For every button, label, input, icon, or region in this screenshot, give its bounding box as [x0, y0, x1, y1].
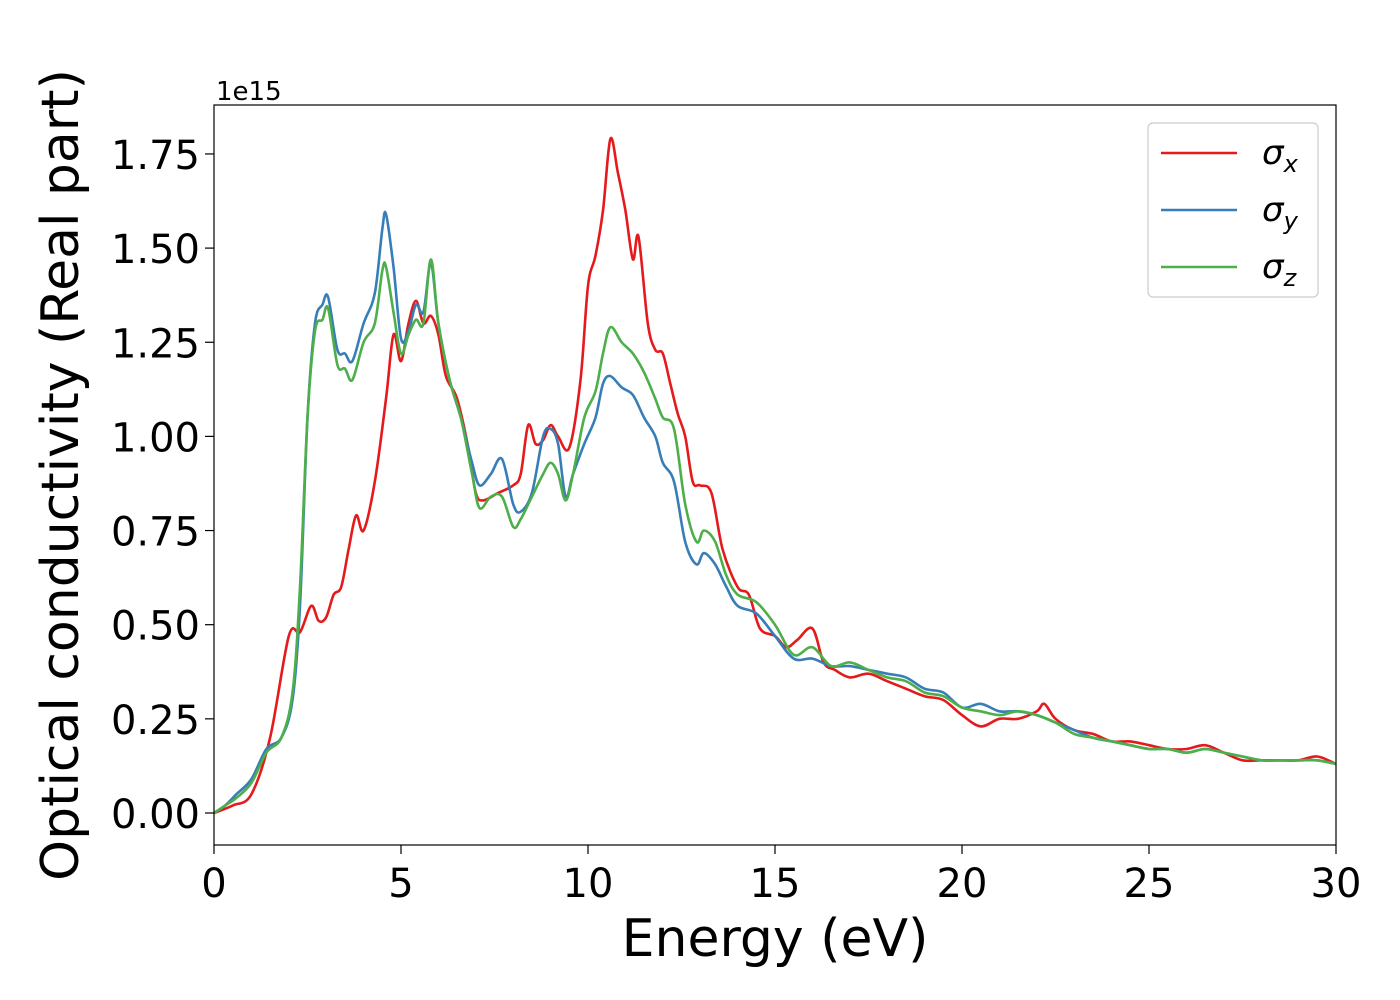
y-axis-label: Optical conductivity (Real part) — [31, 69, 91, 881]
x-tick-label: 20 — [937, 861, 988, 907]
y-tick-label: 1.50 — [111, 227, 200, 273]
y-tick-label: 1.25 — [111, 321, 200, 367]
y-tick-label: 1.75 — [111, 133, 200, 179]
y-tick-label: 0.50 — [111, 604, 200, 650]
legend-label-z: σz — [1262, 247, 1298, 292]
series-line-x — [214, 136, 1336, 815]
series-line-y — [214, 210, 1336, 815]
y-tick-label: 1.00 — [111, 415, 200, 461]
series-line-z — [214, 258, 1336, 815]
series-layer — [214, 136, 1336, 815]
y-tick-label: 0.25 — [111, 698, 200, 744]
x-tick-label: 25 — [1124, 861, 1175, 907]
x-axis-label: Energy (eV) — [622, 909, 929, 969]
y-tick-label: 0.00 — [111, 792, 200, 838]
x-tick-label: 5 — [388, 861, 413, 907]
x-tick-label: 15 — [750, 861, 801, 907]
x-tick-label: 10 — [563, 861, 614, 907]
axes-layer: 0 5 10 15 20 25 30 0.00 0.25 0.50 0.75 1.00 1.25 1.50… — [111, 104, 1362, 907]
legend-label-y: σy — [1262, 190, 1299, 235]
legend-label-x: σx — [1262, 133, 1299, 178]
y-tick-label: 0.75 — [111, 510, 200, 556]
y-offset-text: 1e15 — [216, 77, 282, 107]
x-tick-label: 30 — [1311, 861, 1362, 907]
legend: σx σy σz — [1147, 122, 1319, 298]
x-tick-label: 0 — [201, 861, 226, 907]
